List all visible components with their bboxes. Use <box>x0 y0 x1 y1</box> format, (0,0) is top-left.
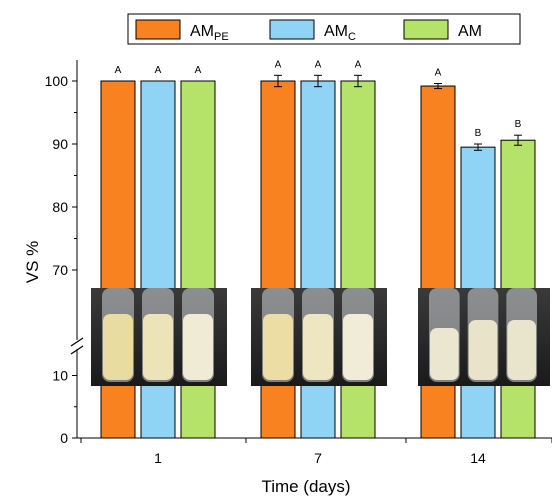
x-tick-label: 7 <box>314 450 322 466</box>
photo-inset <box>91 288 227 386</box>
significance-letter: A <box>355 59 362 70</box>
y-axis-title: VS % <box>23 241 42 284</box>
y-tick-label: 80 <box>52 199 68 215</box>
significance-letter: B <box>515 119 522 130</box>
x-tick-label: 1 <box>154 450 162 466</box>
legend-swatch-amc <box>269 19 315 40</box>
tube-liquid <box>303 314 333 380</box>
legend-swatch-am <box>403 19 449 40</box>
significance-letter: A <box>115 65 122 76</box>
tube-liquid <box>430 328 459 380</box>
y-tick-label: 70 <box>52 262 68 278</box>
tube-liquid <box>143 314 173 380</box>
significance-letter: A <box>435 68 442 79</box>
legend-label-ampe: AMPE <box>190 23 229 43</box>
legend-label-amc: AMC <box>324 23 356 43</box>
legend-label-am: AM <box>458 23 482 40</box>
sample-photos <box>91 288 550 386</box>
significance-letter: A <box>315 59 322 70</box>
significance-letter: B <box>475 128 482 139</box>
y-tick-label: 90 <box>52 136 68 152</box>
tube-liquid <box>468 320 498 380</box>
axis-break-mark <box>70 345 84 355</box>
legend-swatch-ampe <box>135 19 181 40</box>
tube-liquid <box>183 314 213 380</box>
significance-letter: A <box>155 65 162 76</box>
tube-liquid <box>263 314 293 380</box>
y-tick-label: 0 <box>60 430 68 446</box>
x-axis-title: Time (days) <box>261 477 350 496</box>
y-tick-label: 10 <box>52 368 68 384</box>
photo-inset <box>251 288 387 386</box>
tube-liquid <box>507 320 536 380</box>
x-tick-label: 14 <box>470 450 486 466</box>
photo-inset <box>418 288 550 386</box>
tube-liquid <box>103 314 133 380</box>
y-tick-label: 100 <box>45 73 69 89</box>
significance-letter: A <box>195 65 202 76</box>
axis-break-mark <box>70 337 84 347</box>
tube-liquid <box>343 314 373 380</box>
legend: AMPE AMC AM <box>127 13 521 45</box>
significance-letter: A <box>275 59 282 70</box>
